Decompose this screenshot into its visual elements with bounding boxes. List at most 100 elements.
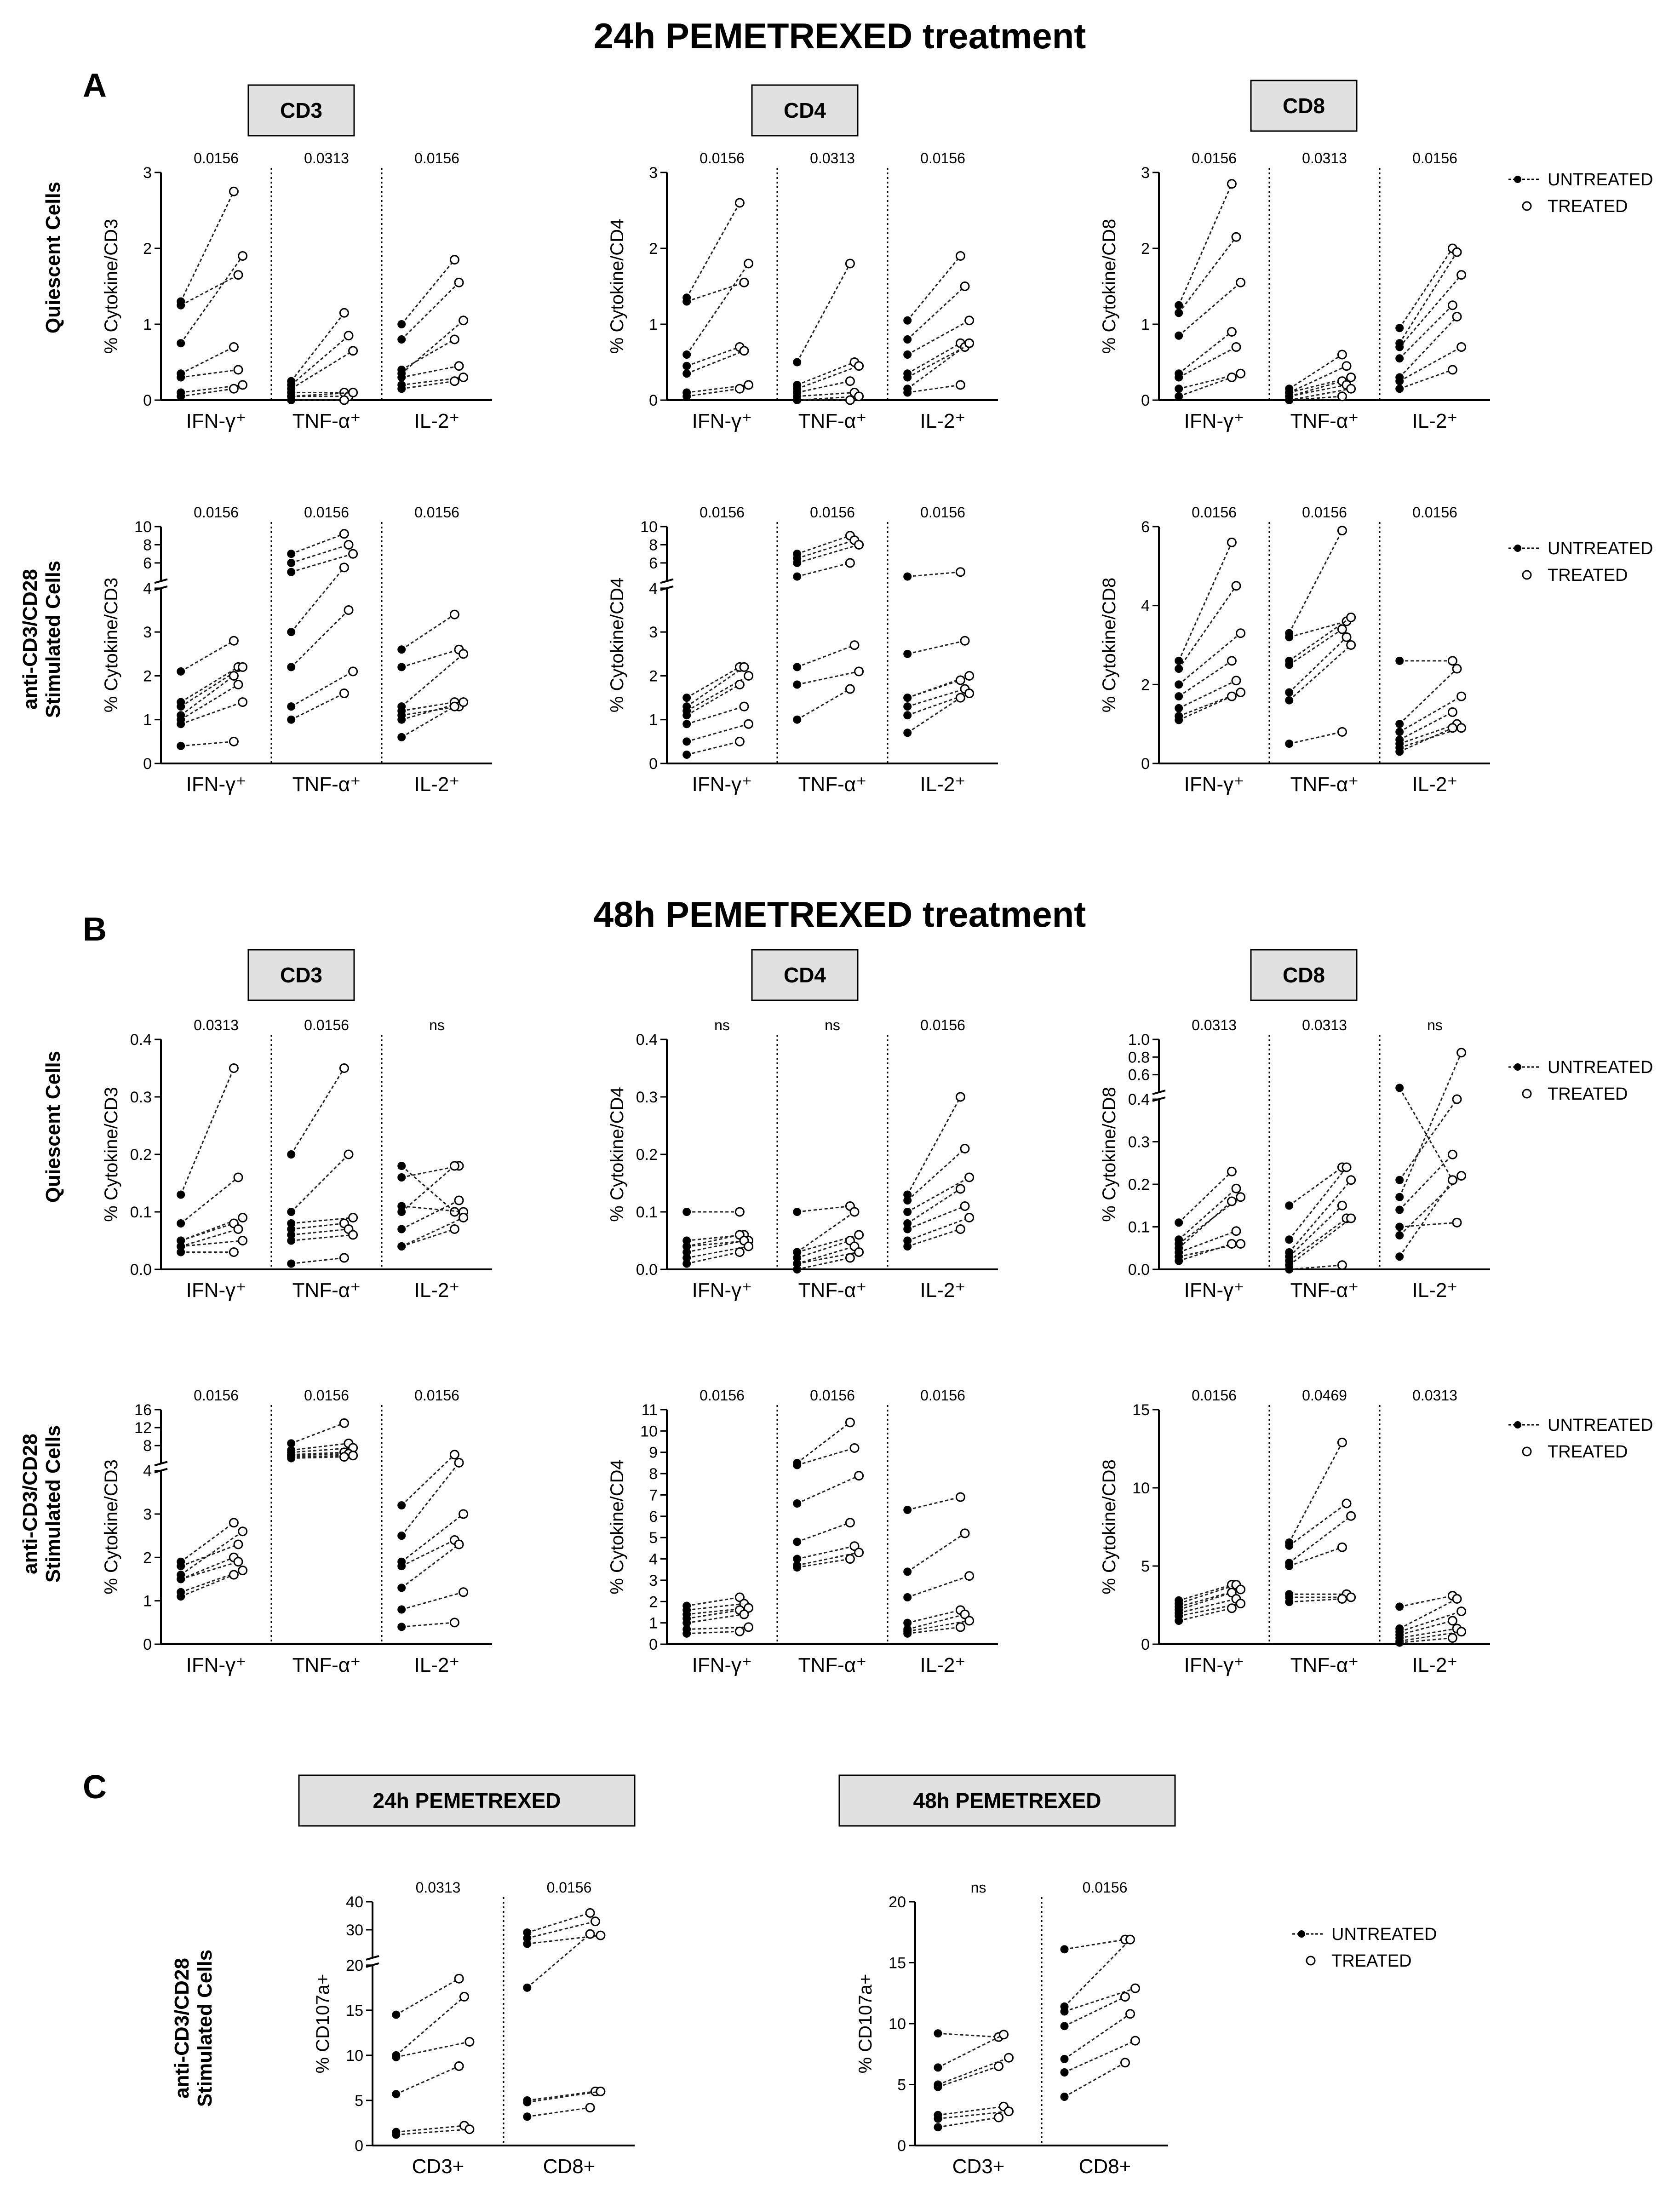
x-category-label: TNF-α⁺: [798, 410, 867, 432]
pair-line: [938, 2065, 999, 2088]
untreated-point: [903, 335, 912, 344]
treated-point: [1125, 1934, 1135, 1945]
pair-line: [1178, 1171, 1233, 1223]
treated-point: [849, 1541, 860, 1551]
p-value-label: 0.0469: [1302, 1387, 1347, 1404]
pair-line: [1289, 1515, 1352, 1564]
treated-point: [999, 2030, 1009, 2040]
untreated-point: [177, 373, 185, 382]
treated-point: [734, 1247, 745, 1257]
untreated-point: [397, 373, 406, 382]
treated-point: [596, 2086, 606, 2096]
treated-point: [1456, 691, 1467, 701]
y-tick-label: 2: [1141, 676, 1150, 694]
pair-line: [1399, 727, 1453, 752]
x-category-label: IL-2⁺: [920, 773, 965, 796]
untreated-point: [1175, 1218, 1183, 1227]
treated-point: [233, 365, 243, 375]
treated-point: [1227, 1603, 1237, 1613]
pair-line: [686, 346, 740, 367]
untreated-point: [1395, 324, 1404, 333]
untreated-point: [1395, 747, 1404, 756]
untreated-point: [177, 1219, 185, 1228]
y-tick-label: 10: [640, 1423, 658, 1440]
untreated-point: [1175, 1256, 1183, 1265]
y-tick-label: 3: [649, 164, 658, 182]
treated-point: [1227, 373, 1237, 382]
treated-point: [459, 697, 469, 707]
pair-line: [401, 320, 464, 374]
y-axis-label: % Cytokine/CD8: [1099, 219, 1119, 354]
pair-line: [907, 342, 961, 374]
treated-point: [734, 384, 745, 394]
untreated-point: [682, 750, 691, 759]
p-value-label: 0.0156: [304, 504, 349, 521]
untreated-point: [793, 1265, 802, 1274]
treated-point: [739, 346, 749, 356]
y-tick-label: 10: [889, 2015, 906, 2033]
legend-untreated-marker: [1514, 1063, 1521, 1071]
treated-point: [960, 1528, 970, 1538]
untreated-point: [903, 316, 912, 325]
treated-point: [1125, 2009, 1135, 2019]
y-tick-label: 16: [134, 1401, 152, 1419]
treated-point: [1456, 1171, 1467, 1181]
legend-treated-marker: [1306, 1956, 1316, 1966]
untreated-point: [1060, 2068, 1069, 2077]
pair-line: [1289, 620, 1347, 638]
y-axis-label: % CD107a+: [855, 1974, 876, 2074]
treated-point: [1452, 1594, 1462, 1604]
treated-point: [1452, 664, 1462, 674]
treated-point: [960, 1609, 970, 1619]
treated-point: [854, 539, 864, 550]
untreated-point: [1060, 2007, 1069, 2016]
treated-point: [1456, 1627, 1467, 1637]
pair-line: [797, 671, 859, 685]
p-value-label: 0.0156: [194, 504, 239, 521]
untreated-point: [287, 1208, 296, 1216]
untreated-point: [1285, 696, 1294, 705]
treated-point: [1337, 1594, 1347, 1604]
y-axis-label: % Cytokine/CD4: [607, 1087, 627, 1222]
treated-point: [854, 1230, 864, 1240]
p-value-label: 0.0313: [304, 150, 349, 166]
pair-line: [401, 365, 459, 378]
pair-line: [1178, 660, 1233, 697]
treated-point: [1236, 1599, 1246, 1609]
pair-line: [907, 1176, 970, 1213]
treated-point: [845, 258, 855, 269]
pair-line: [797, 392, 855, 397]
untreated-point: [793, 558, 802, 567]
untreated-point: [1285, 660, 1294, 669]
pair-line: [180, 1222, 234, 1241]
legend-untreated-marker: [1514, 1421, 1521, 1429]
pair-line: [797, 1447, 855, 1466]
treated-point: [849, 640, 860, 650]
y-tick-label: 1: [1141, 316, 1150, 333]
y-tick-label: 6: [649, 1508, 658, 1526]
y-tick-label: 5: [649, 1529, 658, 1547]
untreated-point: [1395, 1205, 1404, 1214]
pair-line: [396, 2128, 470, 2135]
untreated-point: [523, 1939, 532, 1948]
y-tick-label: 12: [134, 1419, 152, 1437]
x-category-label: IFN-γ⁺: [692, 410, 752, 432]
legend-untreated-label: UNTREATED: [1548, 1416, 1653, 1435]
treated-point: [229, 736, 239, 746]
pair-line: [396, 2125, 464, 2133]
treated-point: [845, 1518, 855, 1528]
treated-point: [1236, 368, 1246, 379]
untreated-point: [793, 358, 802, 367]
legend-untreated-label: UNTREATED: [1548, 1058, 1653, 1077]
pair-line: [396, 2065, 459, 2095]
y-tick-label: 0.4: [130, 1031, 152, 1049]
pair-line: [907, 679, 961, 699]
treated-point: [734, 680, 745, 690]
treated-point: [1346, 373, 1356, 382]
untreated-point: [177, 741, 185, 750]
untreated-point: [177, 301, 185, 310]
pair-line: [797, 562, 850, 578]
